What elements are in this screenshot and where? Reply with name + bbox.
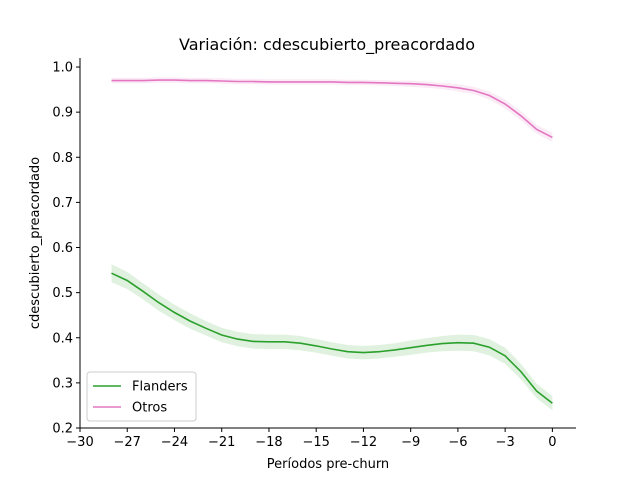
legend-label-0: Flanders bbox=[132, 380, 188, 395]
x-axis-label: Períodos pre-churn bbox=[267, 457, 389, 472]
series-lines bbox=[111, 79, 553, 404]
legend: Flanders Otros bbox=[86, 371, 197, 422]
confidence-band-0 bbox=[111, 264, 553, 411]
series-line-0 bbox=[111, 272, 553, 404]
axes bbox=[79, 58, 576, 429]
x-tick-label: −30 bbox=[66, 435, 93, 450]
chart-title: Variación: cdescubierto_preacordado bbox=[179, 35, 475, 55]
y-axis-label: cdescubierto_preacordado bbox=[28, 157, 43, 329]
x-tick-label: 0 bbox=[548, 435, 556, 450]
x-tick-label: −12 bbox=[350, 435, 377, 450]
x-tick-label: −27 bbox=[114, 435, 141, 450]
x-tick-label: −15 bbox=[302, 435, 329, 450]
x-tick-label: −6 bbox=[448, 435, 467, 450]
y-tick-label: 0.3 bbox=[52, 376, 73, 391]
x-tick-label: −24 bbox=[161, 435, 188, 450]
y-tick-label: 0.8 bbox=[52, 151, 73, 166]
y-tick-label: 0.6 bbox=[52, 241, 73, 256]
y-tick-label: 0.4 bbox=[52, 331, 73, 346]
x-tick-label: −18 bbox=[255, 435, 282, 450]
series-line-1 bbox=[111, 79, 553, 139]
confidence-band-1 bbox=[111, 77, 553, 142]
y-tick-label: 1.0 bbox=[52, 61, 73, 76]
confidence-bands bbox=[111, 77, 553, 411]
y-tick-label: 0.2 bbox=[52, 422, 73, 437]
y-tick-label: 0.9 bbox=[52, 106, 73, 121]
y-ticks: 0.2 0.3 0.4 0.5 0.6 0.7 0.8 0.9 1.0 bbox=[52, 61, 80, 437]
legend-frame bbox=[86, 371, 197, 422]
x-tick-label: −3 bbox=[496, 435, 515, 450]
x-tick-label: −21 bbox=[208, 435, 235, 450]
x-tick-label: −9 bbox=[401, 435, 420, 450]
x-ticks: −30 −27 −24 −21 −18 −15 −12 −9 −6 −3 0 bbox=[66, 428, 557, 450]
y-tick-label: 0.5 bbox=[52, 286, 73, 301]
y-tick-label: 0.7 bbox=[52, 196, 73, 211]
legend-label-1: Otros bbox=[132, 401, 167, 416]
